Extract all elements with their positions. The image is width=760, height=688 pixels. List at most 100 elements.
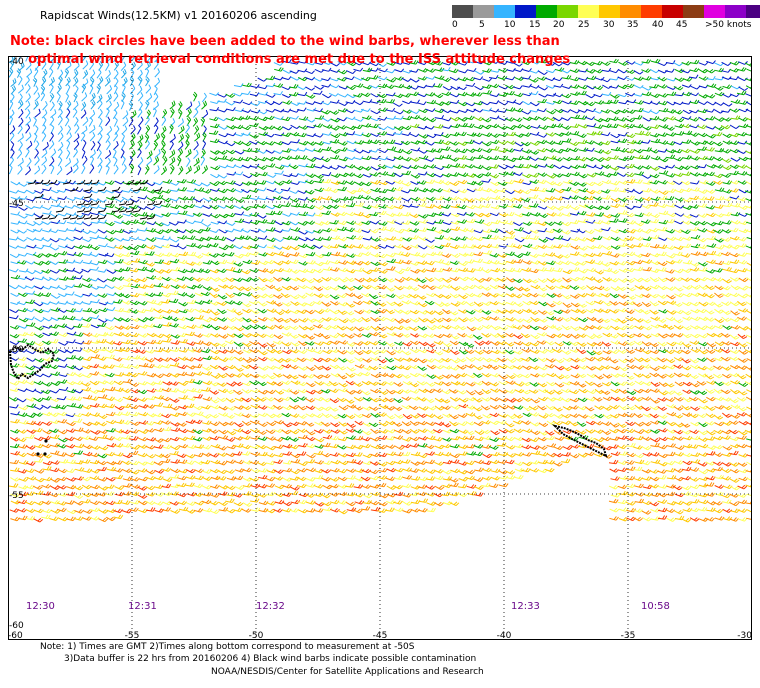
wind-barb [153, 190, 163, 195]
wind-barb [649, 483, 659, 489]
wind-barb [225, 406, 236, 411]
wind-barb [273, 476, 284, 481]
wind-barb [434, 258, 445, 264]
wind-barb [137, 195, 148, 200]
wind-barb [673, 324, 684, 330]
wind-barb [144, 133, 150, 144]
wind-barb [313, 133, 324, 138]
wind-barb [137, 468, 148, 473]
wind-barb [577, 453, 588, 458]
wind-barb [217, 372, 227, 379]
wind-barb [649, 276, 660, 283]
wind-barb [298, 196, 308, 201]
wind-barb [161, 437, 171, 443]
wind-barb [529, 437, 539, 443]
wind-barb [442, 483, 452, 489]
wind-barb [177, 292, 188, 297]
wind-barb [297, 68, 308, 73]
wind-barb [442, 196, 453, 202]
wind-barb [305, 397, 315, 403]
wind-barb [482, 90, 493, 95]
wind-barb [417, 76, 428, 81]
wind-barb [600, 317, 611, 324]
wind-barb [465, 443, 476, 449]
wind-barb [329, 348, 340, 354]
wind-barb [273, 150, 284, 154]
wind-barb [250, 260, 261, 265]
wind-barb [681, 61, 692, 66]
wind-barb [290, 211, 300, 216]
wind-barb [401, 388, 411, 394]
wind-barb [218, 133, 229, 138]
wind-barb [138, 101, 143, 112]
wind-barb [98, 243, 108, 248]
wind-barb [666, 294, 676, 300]
wind-barb [305, 430, 316, 436]
wind-barb [457, 188, 468, 194]
wind-barb [145, 251, 155, 256]
wind-barb [265, 333, 276, 339]
wind-barb [721, 462, 732, 467]
wind-barb [106, 460, 117, 466]
wind-barb [329, 333, 340, 339]
wind-barb [602, 84, 612, 89]
wind-barb [642, 325, 652, 331]
wind-barb [17, 379, 28, 384]
wind-barb [561, 260, 571, 266]
wind-barb [552, 462, 563, 467]
wind-barb [305, 405, 316, 410]
wind-barb [458, 435, 468, 441]
wind-barb [154, 469, 165, 474]
wind-barb [178, 210, 188, 215]
wind-barb [41, 221, 52, 225]
wind-barb [721, 348, 731, 354]
wind-barb [329, 99, 340, 104]
wind-barb [10, 85, 17, 95]
wind-barb [169, 238, 180, 243]
wind-barb [713, 333, 724, 338]
wind-barb [161, 363, 172, 369]
wind-barb [489, 397, 500, 402]
wind-barb [178, 428, 189, 434]
wind-barb [369, 397, 380, 403]
wind-barb [105, 435, 115, 441]
wind-barb [136, 349, 147, 354]
wind-barb [513, 317, 524, 323]
wind-barb [329, 110, 340, 115]
wind-barb [232, 373, 243, 378]
wind-barb [73, 259, 84, 264]
wind-barb [473, 154, 484, 160]
wind-barb [409, 340, 420, 346]
wind-barb [698, 61, 709, 66]
wind-barb [546, 443, 557, 448]
wind-barb [137, 205, 148, 210]
wind-barb [26, 350, 36, 355]
wind-barb [448, 68, 459, 74]
wind-barb [593, 93, 604, 98]
wind-barb [18, 117, 24, 128]
wind-barb [338, 429, 348, 435]
wind-barb [513, 405, 524, 410]
wind-barb [385, 98, 396, 104]
wind-barb [537, 98, 547, 104]
wind-barb [529, 235, 539, 240]
wind-barb [409, 372, 420, 378]
wind-barb [466, 326, 477, 332]
wind-barb [537, 205, 548, 210]
colorbar-label: 45 [676, 20, 688, 30]
wind-barb [577, 341, 587, 347]
wind-barb [17, 444, 28, 449]
wind-barb [218, 357, 229, 363]
wind-barb [512, 420, 523, 425]
wind-barb [144, 358, 155, 363]
wind-barb [320, 452, 331, 458]
wind-barb [489, 123, 500, 129]
wind-barb [649, 179, 660, 185]
wind-barb [193, 165, 201, 174]
wind-barb [9, 253, 20, 259]
wind-barb [170, 340, 181, 345]
wind-barb [674, 131, 685, 136]
wind-barb [66, 251, 77, 256]
wind-barb [160, 125, 167, 136]
wind-barb [50, 381, 61, 386]
